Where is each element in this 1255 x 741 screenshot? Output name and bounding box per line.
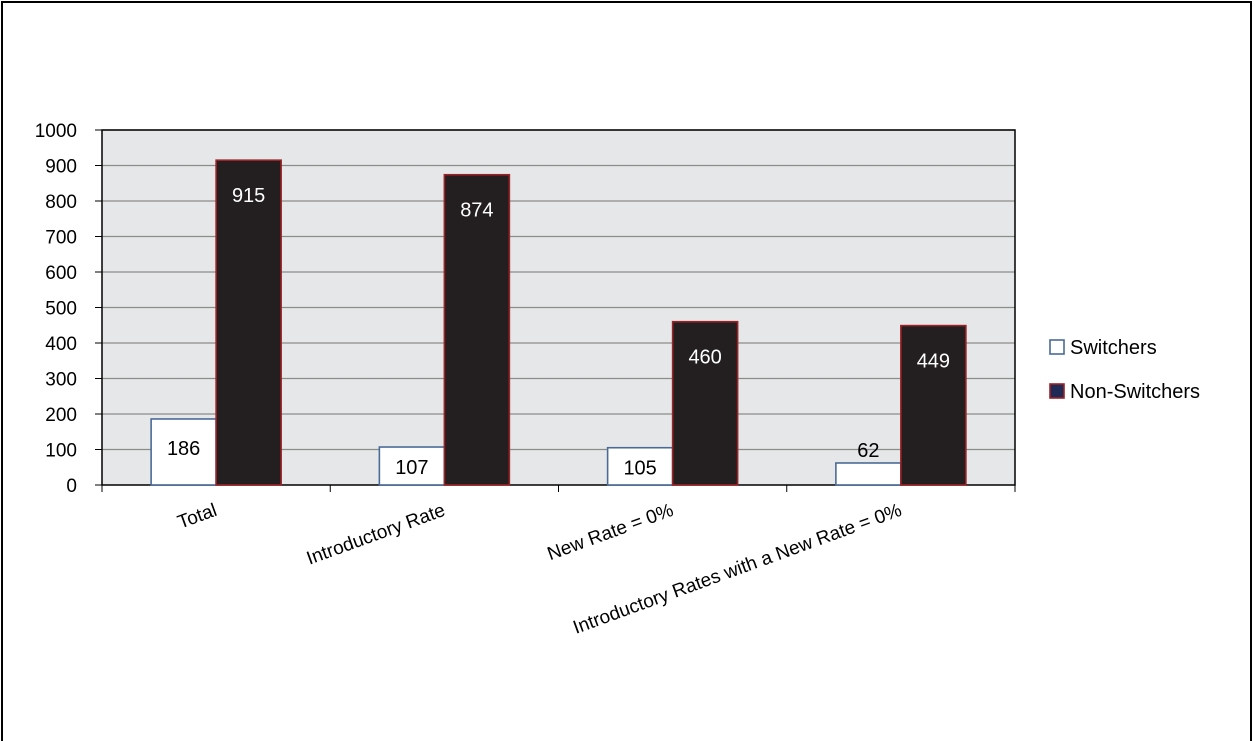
- x-category-label: Introductory Rate: [304, 500, 448, 570]
- y-tick-label: 700: [45, 228, 77, 249]
- y-tick-label: 500: [45, 299, 77, 320]
- bar-non-switchers: [671, 320, 739, 486]
- y-tick-label: 600: [45, 263, 77, 284]
- legend-label: Switchers: [1070, 337, 1157, 359]
- y-tick-label: 400: [45, 334, 77, 355]
- y-tick-label: 1000: [35, 121, 77, 142]
- data-label: 460: [688, 347, 721, 369]
- data-label: 915: [232, 185, 265, 207]
- data-label: 105: [623, 457, 656, 479]
- bar-switchers: [150, 418, 217, 486]
- bar-switchers: [378, 446, 446, 486]
- y-tick-label: 100: [45, 441, 77, 462]
- y-tick-label: 800: [45, 192, 77, 213]
- bar-switchers: [835, 462, 902, 486]
- legend-label: Non-Switchers: [1070, 381, 1200, 403]
- y-tick-label: 200: [45, 405, 77, 426]
- data-label: 107: [395, 457, 428, 479]
- data-label: 186: [167, 438, 200, 460]
- y-tick-label: 0: [66, 476, 77, 497]
- legend-swatch-switchers: [1049, 339, 1065, 355]
- x-category-label: New Rate = 0%: [545, 500, 677, 565]
- bar-non-switchers: [900, 324, 967, 486]
- data-label: 874: [460, 200, 493, 222]
- bar-non-switchers: [215, 159, 282, 486]
- data-label: 62: [857, 440, 879, 462]
- y-tick-label: 900: [45, 157, 77, 178]
- bar-non-switchers: [443, 173, 511, 486]
- y-tick-label: 300: [45, 370, 77, 391]
- x-category-label: Total: [175, 500, 220, 533]
- legend-swatch-non-switchers: [1049, 383, 1065, 399]
- data-label: 449: [917, 351, 950, 373]
